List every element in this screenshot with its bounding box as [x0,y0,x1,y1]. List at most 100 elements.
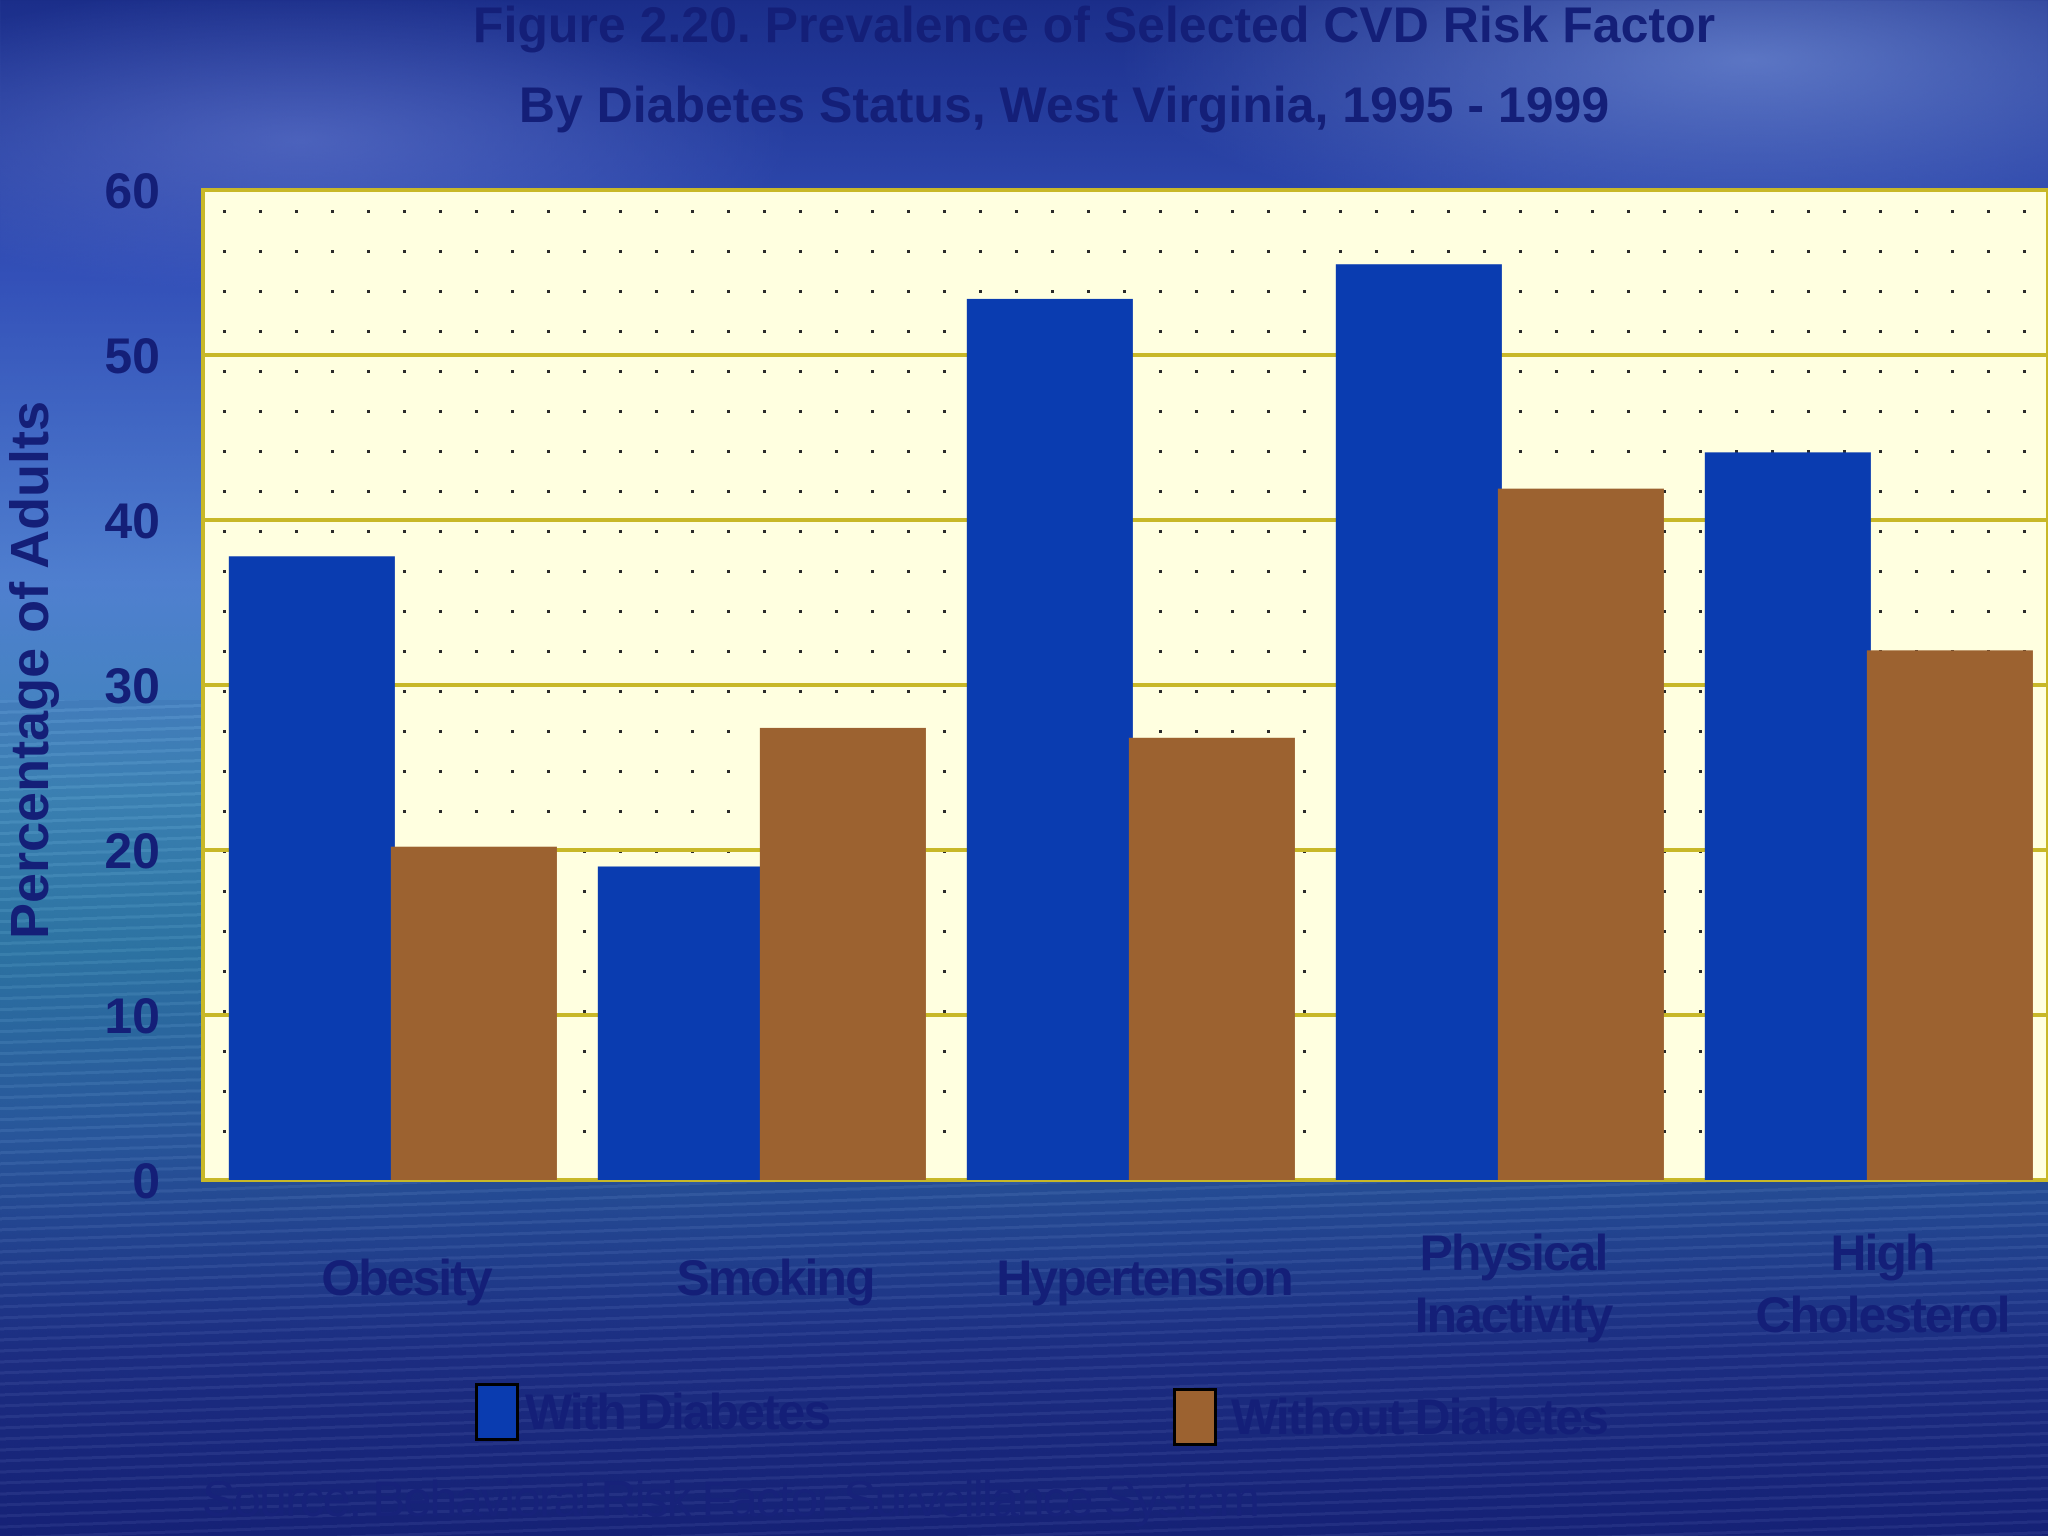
grid-dot [1555,370,1558,373]
grid-dot [1879,530,1882,533]
grid-dot [1879,250,1882,253]
grid-dot [943,1010,946,1013]
grid-dot [1519,450,1522,453]
bar-without-diabetes [1497,488,1664,1180]
grid-dot [835,490,838,493]
grid-dot [583,570,586,573]
grid-dot [907,530,910,533]
grid-dot [835,290,838,293]
grid-dot [1699,770,1702,773]
grid-dot [691,290,694,293]
grid-dot [655,610,658,613]
grid-dot [1699,610,1702,613]
grid-dot [1267,490,1270,493]
grid-dot [511,570,514,573]
grid-dot [1735,410,1738,413]
grid-dot [475,730,478,733]
grid-dot [871,570,874,573]
grid-dot [223,570,226,573]
grid-dot [1879,330,1882,333]
grid-dot [2023,410,2026,413]
grid-dot [223,810,226,813]
grid-dot [1699,1090,1702,1093]
y-tick-label: 60 [104,163,160,219]
grid-dot [583,1010,586,1013]
grid-dot [943,330,946,333]
grid-dot [223,410,226,413]
grid-dot [655,330,658,333]
grid-dot [1951,290,1954,293]
grid-dot [403,330,406,333]
grid-dot [979,250,982,253]
grid-dot [475,250,478,253]
grid-dot [1663,650,1666,653]
grid-dot [295,290,298,293]
grid-dot [1663,1130,1666,1133]
grid-dot [1231,570,1234,573]
grid-dot [1267,210,1270,213]
grid-dot [943,650,946,653]
grid-dot [547,730,550,733]
grid-dot [259,210,262,213]
grid-dot [1195,410,1198,413]
grid-dot [1663,690,1666,693]
grid-dot [511,410,514,413]
grid-dot [943,970,946,973]
grid-dot [1771,210,1774,213]
grid-dot [475,810,478,813]
grid-dot [1699,490,1702,493]
grid-dot [943,610,946,613]
grid-dot [223,1050,226,1053]
grid-dot [1807,410,1810,413]
grid-dot [1051,250,1054,253]
grid-dot [763,290,766,293]
grid-dot [223,210,226,213]
source-note: Source: Behavioral Risk Factor Surveilla… [202,1471,1260,1527]
grid-dot [1951,210,1954,213]
grid-dot [1879,610,1882,613]
grid-dot [259,410,262,413]
grid-dot [583,490,586,493]
grid-dot [1267,690,1270,693]
grid-dot [223,370,226,373]
grid-dot [223,650,226,653]
grid-dot [1123,210,1126,213]
grid-dot [655,650,658,653]
grid-dot [403,450,406,453]
grid-dot [943,1050,946,1053]
grid-dot [223,1090,226,1093]
grid-dot [1303,770,1306,773]
grid-dot [763,530,766,533]
grid-dot [403,650,406,653]
grid-dot [547,490,550,493]
grid-dot [655,370,658,373]
grid-dot [583,330,586,333]
grid-dot [1375,210,1378,213]
grid-dot [1663,290,1666,293]
grid-dot [295,530,298,533]
grid-dot [943,490,946,493]
grid-dot [2023,370,2026,373]
grid-dot [691,610,694,613]
grid-dot [1915,610,1918,613]
grid-dot [691,650,694,653]
grid-dot [799,690,802,693]
grid-dot [799,410,802,413]
grid-dot [871,450,874,453]
grid-dot [691,730,694,733]
grid-dot [727,690,730,693]
grid-dot [799,290,802,293]
grid-dot [331,330,334,333]
grid-dot [1015,250,1018,253]
grid-dot [259,250,262,253]
grid-dot [295,450,298,453]
grid-dot [835,250,838,253]
grid-dot [943,810,946,813]
grid-dot [1159,530,1162,533]
grid-dot [583,290,586,293]
grid-dot [547,250,550,253]
grid-dot [727,490,730,493]
grid-dot [1879,210,1882,213]
grid-dot [619,530,622,533]
